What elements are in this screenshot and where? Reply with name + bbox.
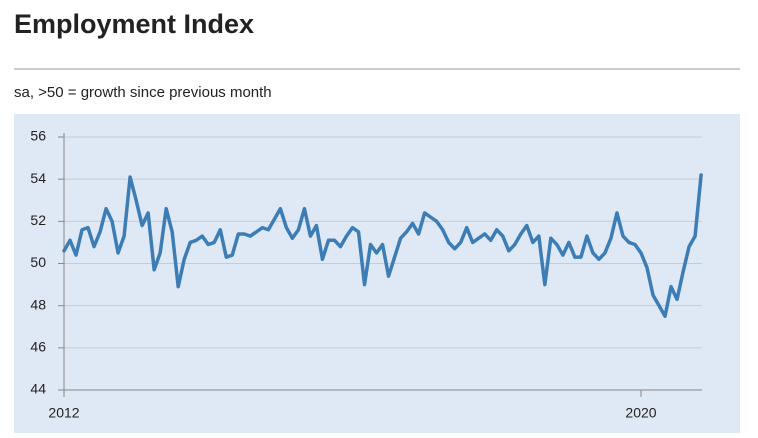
y-tick-label: 50 <box>30 254 46 270</box>
x-tick-label: 2012 <box>48 405 79 421</box>
y-tick-label: 44 <box>30 381 46 397</box>
chart-subtitle: sa, >50 = growth since previous month <box>14 84 272 101</box>
y-tick-label: 56 <box>30 128 46 144</box>
x-tick-label: 2020 <box>625 405 656 421</box>
series-line <box>62 173 703 318</box>
y-tick-label: 48 <box>30 296 46 312</box>
plot-background <box>14 114 740 433</box>
y-tick-label: 46 <box>30 339 46 355</box>
chart-title: Employment Index <box>14 9 254 39</box>
y-tick-label: 52 <box>30 212 46 228</box>
y-tick-label: 54 <box>30 170 46 186</box>
